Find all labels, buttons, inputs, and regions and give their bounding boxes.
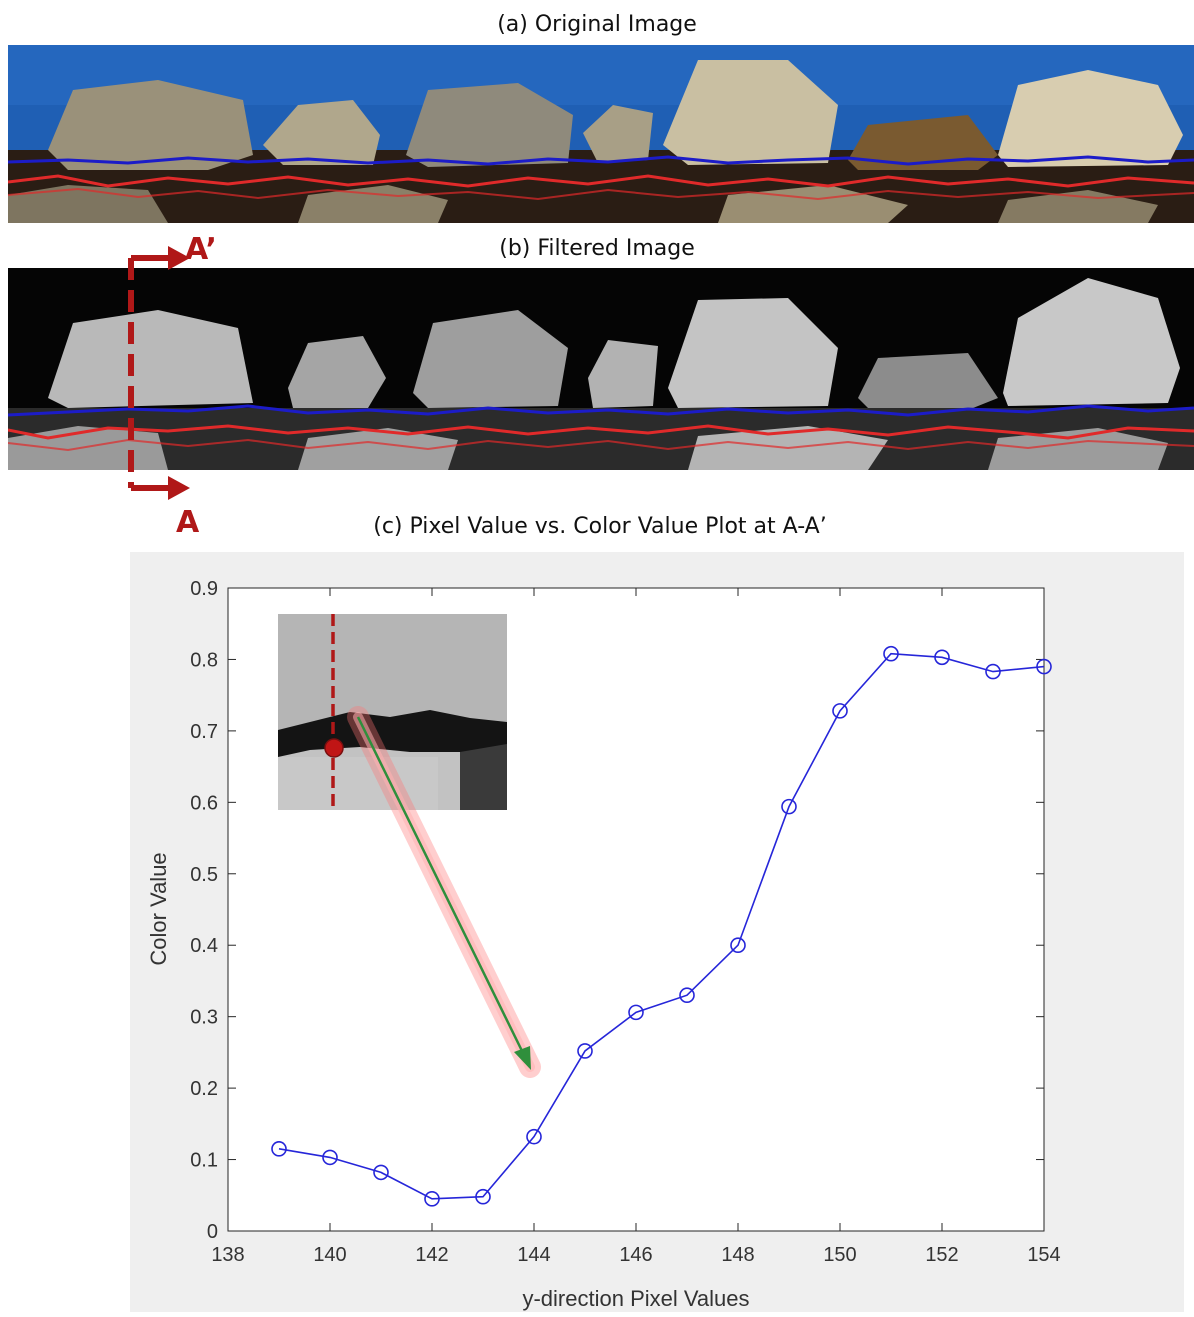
data-point bbox=[883, 645, 899, 662]
chart-canvas: 138 140 142 144 146 148 150 152 154 0 0.1 0.2 0.3 0.… bbox=[130, 552, 1184, 1312]
x-tick-label: 146 bbox=[619, 1244, 652, 1266]
y-tick-label: 0.2 bbox=[190, 1078, 218, 1100]
original-image-title: (a) Original Image bbox=[497, 12, 697, 37]
grain-4 bbox=[588, 340, 658, 408]
data-point bbox=[934, 649, 950, 666]
red-interface-trace bbox=[8, 174, 1194, 188]
rock-1 bbox=[48, 80, 253, 170]
y-tick-label: 0.8 bbox=[190, 649, 218, 671]
grain-5 bbox=[668, 298, 838, 408]
red-interface-trace-filtered bbox=[8, 424, 1194, 440]
original-image bbox=[8, 45, 1194, 223]
section-bottom-arrow-icon bbox=[168, 476, 190, 500]
grain-6 bbox=[858, 353, 998, 408]
blue-interface-trace bbox=[8, 155, 1194, 166]
data-point bbox=[985, 663, 1001, 680]
x-tick-label: 140 bbox=[313, 1244, 346, 1266]
rock-3 bbox=[406, 83, 573, 167]
series-layer bbox=[271, 645, 1052, 1207]
rock-7 bbox=[998, 70, 1183, 167]
filtered-image-graphic bbox=[8, 268, 1194, 470]
data-point bbox=[781, 798, 797, 815]
data-point bbox=[322, 1149, 338, 1166]
data-point bbox=[271, 1141, 287, 1157]
data-point bbox=[1036, 658, 1052, 675]
x-tick-label: 148 bbox=[721, 1244, 754, 1266]
x-tick-label: 154 bbox=[1027, 1244, 1060, 1266]
x-tick-label: 152 bbox=[925, 1244, 958, 1266]
data-point bbox=[373, 1164, 389, 1181]
annotation-arrowhead-icon bbox=[514, 1046, 531, 1070]
x-tick-label: 150 bbox=[823, 1244, 856, 1266]
inset-boundary-point bbox=[324, 738, 344, 758]
plot-title: (c) Pixel Value vs. Color Value Plot at … bbox=[373, 514, 827, 539]
annotation-arrow bbox=[347, 706, 541, 1078]
line-chart: 138 140 142 144 146 148 150 152 154 0 0.1 0.2 0.3 0.… bbox=[130, 552, 1184, 1312]
grain-1 bbox=[48, 310, 253, 408]
rock-5 bbox=[663, 60, 838, 165]
grain-7 bbox=[1003, 278, 1180, 406]
y-tick-label: 0 bbox=[207, 1221, 218, 1243]
section-label-a: A bbox=[176, 505, 200, 540]
data-point bbox=[424, 1191, 440, 1207]
x-tick-label: 138 bbox=[211, 1244, 244, 1266]
y-tick-label: 0.1 bbox=[190, 1150, 218, 1172]
rock-6 bbox=[848, 115, 998, 170]
data-point bbox=[679, 987, 695, 1004]
y-tick-label: 0.3 bbox=[190, 1007, 218, 1029]
filtered-image-title: (b) Filtered Image bbox=[499, 236, 695, 261]
grain-3 bbox=[413, 310, 568, 408]
series-line bbox=[278, 652, 1045, 1200]
y-tick-label: 0.7 bbox=[190, 721, 218, 743]
rock-2 bbox=[263, 100, 380, 165]
rock-4 bbox=[583, 105, 653, 163]
data-point bbox=[628, 1004, 644, 1021]
data-point bbox=[730, 937, 746, 954]
original-image-graphic bbox=[8, 45, 1194, 223]
x-axis-label: y-direction Pixel Values bbox=[522, 1286, 749, 1311]
x-tick-label: 144 bbox=[517, 1244, 550, 1266]
data-point bbox=[475, 1188, 491, 1205]
x-tick-label: 142 bbox=[415, 1244, 448, 1266]
data-point bbox=[577, 1043, 593, 1059]
inset-zoom-image bbox=[278, 614, 507, 810]
y-tick-label: 0.9 bbox=[190, 578, 218, 600]
data-point bbox=[526, 1128, 542, 1145]
section-label-a-prime: A’ bbox=[185, 232, 217, 267]
blue-interface-trace-filtered bbox=[8, 404, 1194, 417]
y-tick-label: 0.5 bbox=[190, 864, 218, 886]
filtered-image bbox=[8, 268, 1194, 470]
grain-2 bbox=[288, 336, 386, 408]
data-point bbox=[832, 703, 848, 719]
y-tick-label: 0.4 bbox=[190, 935, 218, 957]
y-axis-label: Color Value bbox=[146, 852, 171, 965]
y-axis: 0 0.1 0.2 0.3 0.4 0.5 0.6 0.7 0.8 0.9 bbox=[190, 578, 1044, 1243]
y-tick-label: 0.6 bbox=[190, 792, 218, 814]
x-axis: 138 140 142 144 146 148 150 152 154 bbox=[211, 588, 1061, 1266]
